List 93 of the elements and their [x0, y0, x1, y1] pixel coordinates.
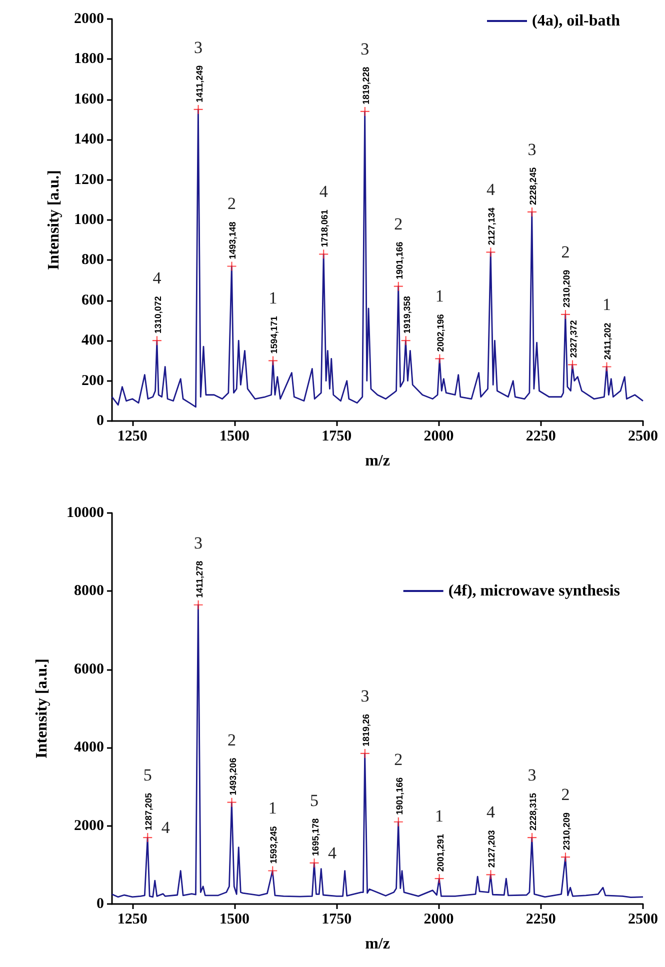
annotation: 2127,134 [486, 208, 497, 246]
annotation: 5 [143, 765, 152, 784]
y-tick-label: 1800 [74, 51, 104, 68]
point [486, 870, 496, 880]
annotation: 4 [152, 268, 162, 288]
x-tick-label: 2500 [628, 912, 658, 928]
annotation: 1819,228 [360, 66, 371, 104]
x-tick-label: 2000 [424, 428, 454, 444]
y-tick-label: 200 [82, 372, 104, 389]
annotation: 1 [602, 295, 611, 314]
annotation: 1411,249 [194, 65, 204, 102]
annotation: 4 [161, 818, 170, 838]
annotation: 1594,171 [269, 316, 280, 354]
annotation: 2 [394, 750, 403, 769]
point [568, 360, 577, 370]
y-tick-label: 0 [96, 896, 104, 912]
annotation: 2 [227, 194, 236, 214]
annotation: 1819,26 [360, 714, 371, 746]
annotation: 4 [328, 843, 338, 862]
annotation: 1901,166 [394, 777, 404, 815]
annotation: 2327,372 [568, 320, 578, 358]
y-tick-label: 8000 [74, 583, 104, 600]
y-axis-title: Intensity [a.u.] [34, 658, 50, 759]
annotation: 1411,278 [194, 560, 204, 598]
y-tick-label: 1200 [74, 172, 104, 188]
annotation: 2001,291 [435, 834, 446, 872]
y-tick-label: 2000 [74, 11, 104, 27]
point [268, 866, 278, 876]
x-tick-label: 1750 [322, 428, 352, 444]
x-tick-label: 1500 [220, 428, 250, 444]
y-tick-label: 1600 [74, 91, 104, 108]
annotation: 3 [360, 686, 370, 706]
legend-label: (4f), microwave synthesis [448, 582, 620, 600]
annotation: 1 [435, 806, 444, 826]
y-tick-label: 10000 [66, 505, 104, 521]
annotation: 4 [319, 182, 328, 202]
annotation: 2310,209 [561, 812, 572, 850]
y-tick-label: 2000 [74, 818, 104, 834]
annotation: 4 [486, 802, 496, 822]
annotation: 2 [561, 242, 570, 262]
annotation: 2 [228, 730, 236, 750]
annotation: 1 [268, 288, 278, 308]
annotation: 1919,358 [402, 296, 412, 334]
annotation: 4 [486, 180, 496, 200]
x-axis-title: m/z [365, 452, 390, 470]
annotation: 1901,166 [394, 242, 404, 280]
point [602, 362, 612, 372]
annotation: 2 [561, 785, 570, 804]
x-tick-label: 2250 [526, 428, 556, 444]
annotation: 1 [435, 286, 444, 306]
x-tick-label: 2500 [628, 428, 658, 444]
point [310, 858, 319, 868]
y-tick-label: 400 [82, 332, 104, 349]
annotation: 1695,178 [310, 818, 320, 856]
annotation: 3 [528, 140, 536, 159]
point [227, 262, 236, 271]
annotation: 1493,206 [228, 758, 238, 796]
annotation: 5 [310, 790, 319, 810]
x-tick-label: 1500 [220, 912, 250, 928]
point [194, 104, 203, 114]
x-tick-label: 1250 [117, 912, 148, 928]
x-tick-label: 2000 [424, 912, 454, 928]
annotation: 2 [394, 214, 403, 234]
y-tick-label: 1000 [74, 212, 104, 228]
annotation: 3 [194, 38, 203, 57]
x-tick-label: 2250 [526, 912, 556, 928]
y-tick-label: 1400 [74, 132, 104, 148]
annotation: 1593,245 [268, 826, 279, 864]
x-tick-label: 1750 [322, 912, 352, 928]
y-tick-label: 0 [96, 413, 104, 429]
annotation: 1718,061 [320, 210, 330, 248]
annotation: 1493,148 [228, 222, 238, 260]
x-tick-label: 1250 [117, 428, 148, 444]
annotation: 2310,209 [561, 270, 572, 308]
annotation: 1 [268, 798, 277, 818]
annotation: 1310,072 [152, 296, 163, 334]
legend-label: (4a), oil-bath [532, 12, 620, 30]
y-tick-label: 600 [82, 292, 104, 308]
annotation: 3 [194, 533, 203, 552]
y-tick-label: 4000 [74, 740, 104, 756]
annotation: 2228,315 [528, 792, 538, 831]
annotation: 3 [360, 39, 370, 58]
annotation: 1287,205 [144, 792, 154, 831]
annotation: 2228,245 [528, 167, 538, 205]
x-axis-title: m/z [365, 936, 390, 952]
y-tick-label: 800 [82, 252, 104, 268]
y-tick-label: 6000 [74, 661, 104, 678]
annotation: 2411,202 [602, 322, 613, 360]
annotation: 2127,203 [486, 830, 497, 868]
annotation: 2002,196 [436, 314, 446, 352]
y-axis-title: Intensity [a.u.] [46, 170, 62, 270]
annotation: 3 [528, 765, 536, 784]
point [227, 798, 236, 807]
